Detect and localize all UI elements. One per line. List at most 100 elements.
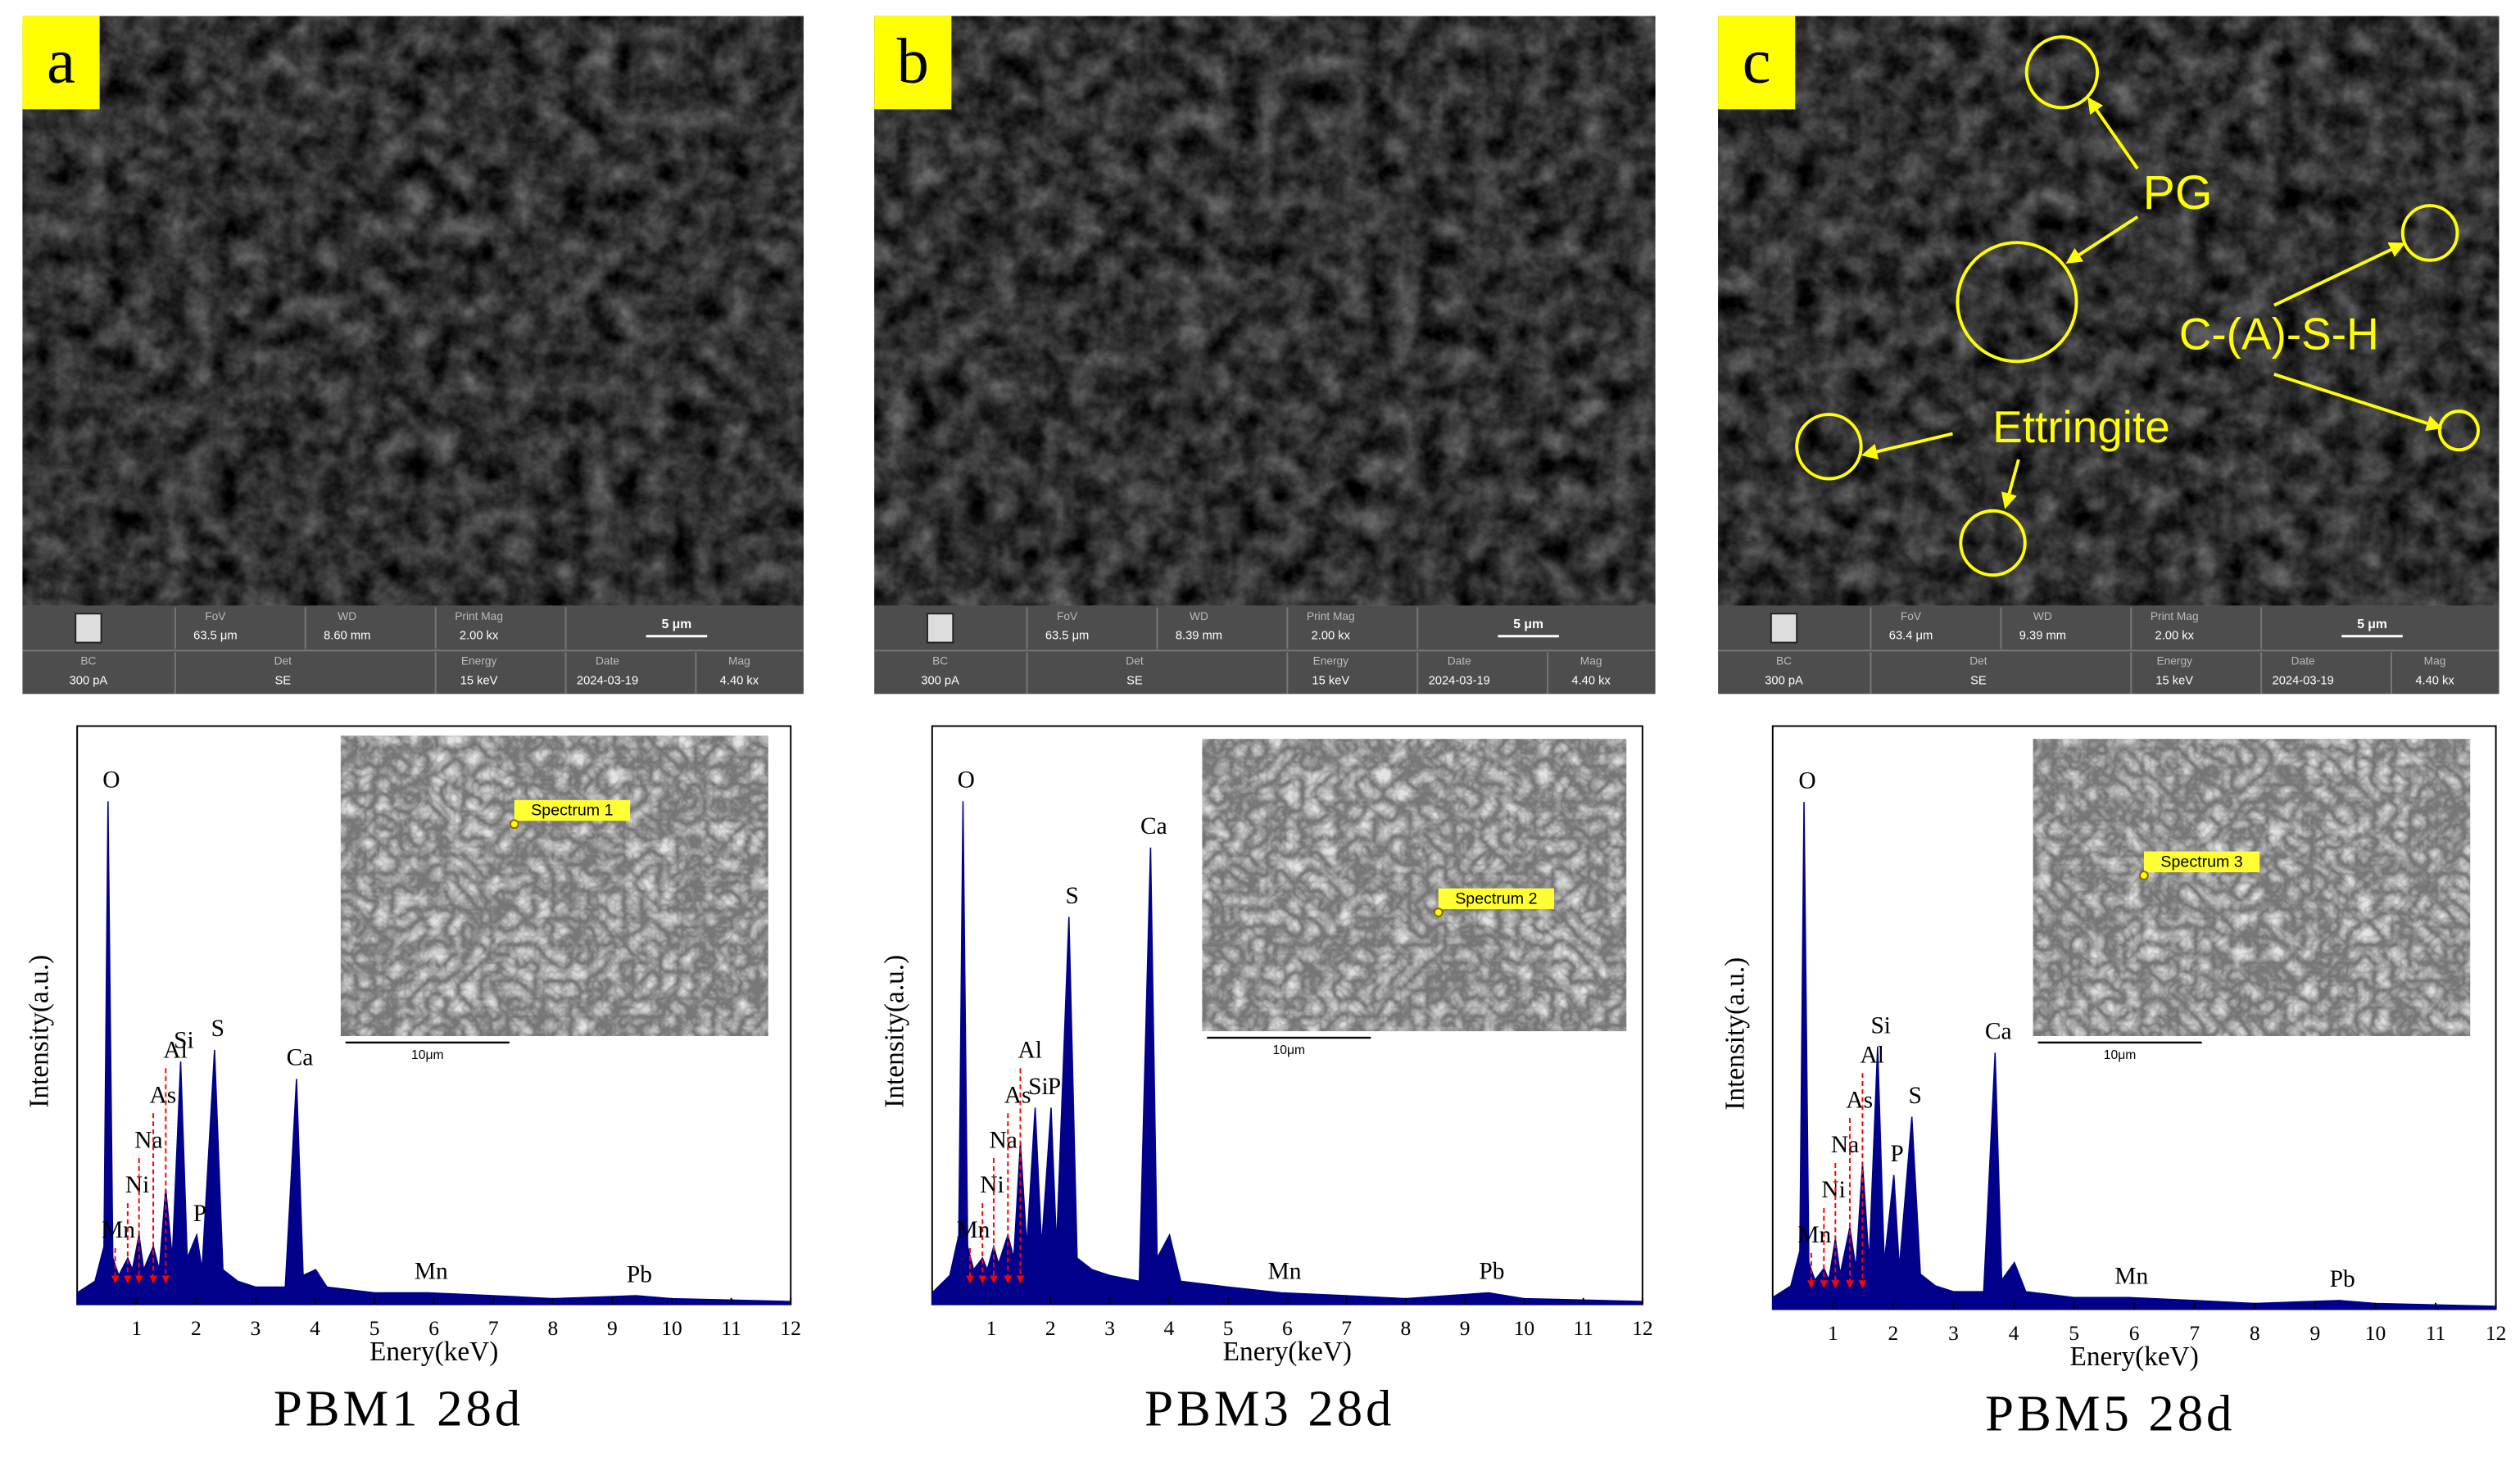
panel-label: c	[1743, 25, 1771, 96]
info-value: 4.40 kx	[1571, 675, 1611, 688]
x-tick-label: 2	[1045, 1316, 1056, 1340]
info-name: Det	[1126, 655, 1144, 667]
info-name: FoV	[205, 610, 226, 622]
x-tick-label: 3	[1948, 1321, 1959, 1345]
spectrum-label-box	[514, 799, 630, 821]
spectrum-label: Spectrum 2	[1455, 890, 1537, 908]
info-icon	[926, 613, 954, 644]
x-tick-label: 9	[607, 1316, 618, 1340]
x-tick-label: 5	[369, 1316, 380, 1340]
info-icon	[75, 613, 102, 644]
spectrum-point	[2139, 871, 2149, 880]
panel-label: a	[47, 25, 75, 96]
info-value: 4.40 kx	[720, 675, 759, 688]
panel-label: b	[897, 25, 929, 96]
spectrum-point	[509, 819, 519, 830]
info-icon	[1770, 613, 1798, 644]
x-axis-label: Enery(keV)	[2070, 1342, 2199, 1372]
spectrum-label: Spectrum 1	[531, 802, 613, 820]
element-label: Si	[174, 1027, 194, 1053]
info-name: FoV	[1901, 610, 1922, 622]
element-label: Na	[990, 1127, 1018, 1153]
info-value: SE	[1126, 675, 1143, 688]
element-label: Si	[1870, 1012, 1891, 1038]
info-value: 4.40 kx	[2415, 675, 2454, 688]
info-name: Print Mag	[1307, 610, 1355, 622]
inset-footer	[2033, 1036, 2471, 1069]
y-axis-label: Intensity(a.u.)	[1720, 957, 1750, 1111]
info-value: 15 keV	[1312, 675, 1349, 688]
x-tick-label: 8	[547, 1316, 558, 1340]
info-value: 8.39 mm	[1176, 630, 1222, 643]
x-tick-label: 10	[2365, 1321, 2386, 1345]
element-label: Mn	[957, 1217, 990, 1243]
element-label: Mn	[2114, 1264, 2148, 1290]
element-label: As	[1846, 1087, 1873, 1113]
info-value: 2.00 kx	[1312, 630, 1351, 643]
x-tick-label: 5	[2069, 1321, 2079, 1345]
element-label: Al	[1018, 1037, 1042, 1063]
inset-image	[340, 735, 768, 1037]
element-label: Ca	[287, 1044, 314, 1070]
info-name: Energy	[1313, 655, 1349, 667]
sem-image	[874, 16, 1656, 606]
inset-image	[2033, 739, 2471, 1037]
panel-label-box	[22, 16, 100, 110]
x-tick-label: 12	[2486, 1321, 2507, 1345]
x-tick-label: 8	[2250, 1321, 2260, 1345]
element-label: Al	[163, 1037, 187, 1063]
info-value: 300 pA	[921, 675, 959, 688]
info-name: Print Mag	[2151, 610, 2199, 622]
info-value: 63.4 μm	[1889, 630, 1933, 643]
x-tick-label: 1	[131, 1316, 142, 1340]
info-value: 9.39 mm	[2019, 630, 2066, 643]
element-label: Ni	[1821, 1177, 1845, 1203]
element-label: Ca	[1985, 1018, 2012, 1044]
x-tick-label: 6	[2129, 1321, 2140, 1345]
info-name: Mag	[1580, 655, 1602, 667]
element-label: Mn	[1797, 1222, 1831, 1248]
element-label: S	[1908, 1083, 1921, 1109]
inset-scale-label: 10μm	[1273, 1043, 1306, 1057]
x-tick-label: 11	[1573, 1316, 1593, 1340]
x-axis-label: Enery(keV)	[1223, 1337, 1352, 1367]
x-tick-label: 4	[2009, 1321, 2019, 1345]
element-label: O	[1798, 767, 1815, 794]
info-name: Det	[1969, 655, 1987, 667]
element-label: S	[1065, 883, 1078, 909]
x-tick-label: 8	[1400, 1316, 1411, 1340]
sem-annotation: PG	[2143, 166, 2213, 219]
x-tick-label: 4	[1163, 1316, 1174, 1340]
x-tick-label: 6	[428, 1316, 439, 1340]
panel-label-box	[874, 16, 952, 110]
x-axis-label: Enery(keV)	[369, 1337, 498, 1367]
x-tick-label: 11	[2426, 1321, 2446, 1345]
info-value: 2024-03-19	[2273, 675, 2334, 688]
element-label: Si	[1028, 1074, 1049, 1100]
element-label: Al	[1860, 1042, 1883, 1068]
info-name: Mag	[728, 655, 750, 667]
info-value: 2024-03-19	[1429, 675, 1490, 688]
scale-label: 5 μm	[1513, 618, 1543, 631]
element-label: Pb	[627, 1261, 652, 1287]
element-label: O	[102, 767, 120, 794]
panel-label-box	[1718, 16, 1796, 110]
info-name: Det	[274, 655, 292, 667]
info-value: 63.5 μm	[1045, 630, 1089, 643]
info-name: BC	[80, 655, 96, 667]
inset-footer	[1202, 1031, 1627, 1064]
info-value: 2.00 kx	[460, 630, 499, 643]
element-label: As	[149, 1082, 176, 1108]
info-name: Date	[1448, 655, 1471, 667]
sem-image	[1718, 16, 2500, 606]
spectrum-label-box	[2143, 851, 2260, 873]
x-tick-label: 9	[2310, 1321, 2321, 1345]
x-tick-label: 6	[1282, 1316, 1293, 1340]
y-axis-label: Intensity(a.u.)	[25, 955, 55, 1108]
x-tick-label: 10	[661, 1316, 682, 1340]
y-axis-label: Intensity(a.u.)	[879, 955, 909, 1108]
x-tick-label: 7	[488, 1316, 499, 1340]
info-value: 8.60 mm	[324, 630, 370, 643]
spectrum-label-box	[1438, 888, 1554, 910]
